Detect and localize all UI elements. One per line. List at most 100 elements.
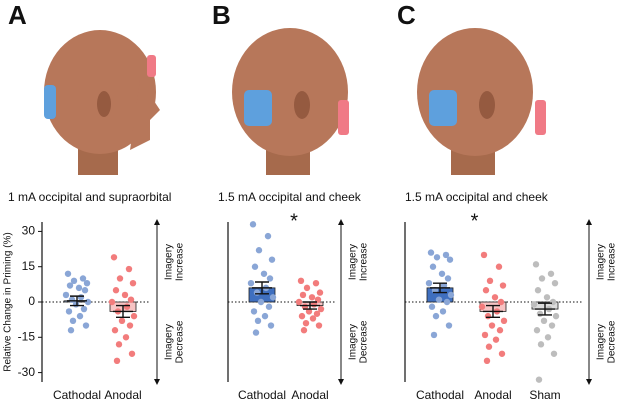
data-point (125, 265, 133, 273)
arrow-label: Increase (175, 242, 186, 281)
x-tick-label: Cathodal (238, 388, 286, 402)
y-tick-label: 30 (22, 224, 36, 238)
data-point (309, 315, 317, 322)
data-point (315, 322, 323, 329)
data-point (70, 277, 78, 285)
arrow-label: Increase (607, 242, 617, 281)
significance: * (290, 210, 298, 232)
arrow-label: Imagery (348, 324, 359, 360)
data-point (264, 232, 272, 240)
panel-letter: A (8, 0, 27, 30)
data-point (499, 282, 507, 289)
data-point (72, 301, 80, 308)
data-point (446, 256, 454, 263)
arrow-label: Imagery (596, 244, 607, 280)
data-point (312, 279, 320, 287)
data-point (540, 317, 548, 325)
data-point (431, 287, 439, 294)
data-point (530, 301, 538, 308)
data-point (485, 343, 493, 350)
data-point (447, 291, 455, 299)
data-point (128, 350, 136, 357)
head-c (417, 28, 546, 175)
data-point (483, 357, 491, 365)
data-point (126, 322, 134, 329)
data-point (548, 322, 556, 329)
data-point (538, 275, 546, 282)
data-point (537, 341, 545, 348)
arrow-label: Decrease (359, 320, 370, 363)
data-point (255, 247, 263, 254)
data-point (268, 256, 276, 263)
data-point (300, 327, 308, 334)
data-point (532, 261, 540, 268)
data-point (251, 263, 259, 270)
data-point (66, 282, 74, 289)
data-point (478, 303, 486, 310)
data-point (130, 312, 138, 320)
data-point (433, 254, 441, 261)
data-point (299, 291, 307, 299)
data-point (122, 334, 130, 341)
data-point (486, 277, 494, 285)
data-point (129, 279, 137, 287)
x-tick-label: Anodal (474, 388, 511, 402)
significance: * (471, 210, 479, 232)
data-point (113, 357, 121, 365)
y-tick-label: -15 (18, 329, 36, 343)
x-tick-label: Cathodal (53, 388, 101, 402)
data-point (81, 287, 89, 294)
data-point (67, 327, 75, 334)
data-point (533, 327, 541, 334)
data-point (428, 303, 436, 310)
data-point (267, 322, 275, 329)
data-point (65, 308, 73, 315)
data-point (64, 270, 72, 277)
data-point (484, 312, 492, 320)
y-tick-label: -30 (18, 365, 36, 379)
data-point (481, 331, 489, 339)
data-point (444, 275, 452, 282)
x-tick-label: Sham (529, 388, 560, 402)
head-b (232, 28, 349, 175)
data-point (308, 294, 316, 301)
data-point (551, 279, 559, 287)
data-point (123, 303, 131, 310)
panel-letter: C (397, 0, 416, 30)
data-point (438, 270, 446, 277)
data-point (116, 275, 124, 282)
data-point (543, 294, 551, 301)
data-point (77, 294, 85, 301)
panel-title: 1.5 mA occipital and cheek (405, 190, 549, 204)
y-tick-label: 15 (22, 259, 36, 273)
data-point (445, 322, 453, 329)
data-point (547, 270, 555, 277)
data-point (549, 298, 557, 306)
data-point (496, 327, 504, 334)
data-point (544, 334, 552, 341)
data-point (261, 312, 269, 320)
arrow-label: Imagery (596, 324, 607, 360)
data-point (440, 282, 448, 289)
x-tick-label: Cathodal (416, 388, 464, 402)
data-point (75, 284, 83, 292)
data-point (316, 289, 324, 296)
data-point (250, 308, 258, 315)
data-point (295, 298, 303, 306)
arrow-label: Imagery (348, 244, 359, 280)
data-point (443, 298, 451, 306)
data-point (500, 317, 508, 325)
data-point (491, 294, 499, 301)
data-point (110, 254, 118, 261)
data-point (305, 308, 313, 315)
data-point (498, 350, 506, 357)
arrow-label: Increase (359, 242, 370, 281)
data-point (62, 291, 70, 299)
x-tick-label: Anodal (104, 388, 141, 402)
arrow-label: Imagery (164, 244, 175, 280)
data-point (313, 310, 321, 317)
data-point (429, 263, 437, 270)
data-point (249, 221, 257, 228)
data-point (427, 249, 435, 256)
data-point (254, 317, 262, 325)
